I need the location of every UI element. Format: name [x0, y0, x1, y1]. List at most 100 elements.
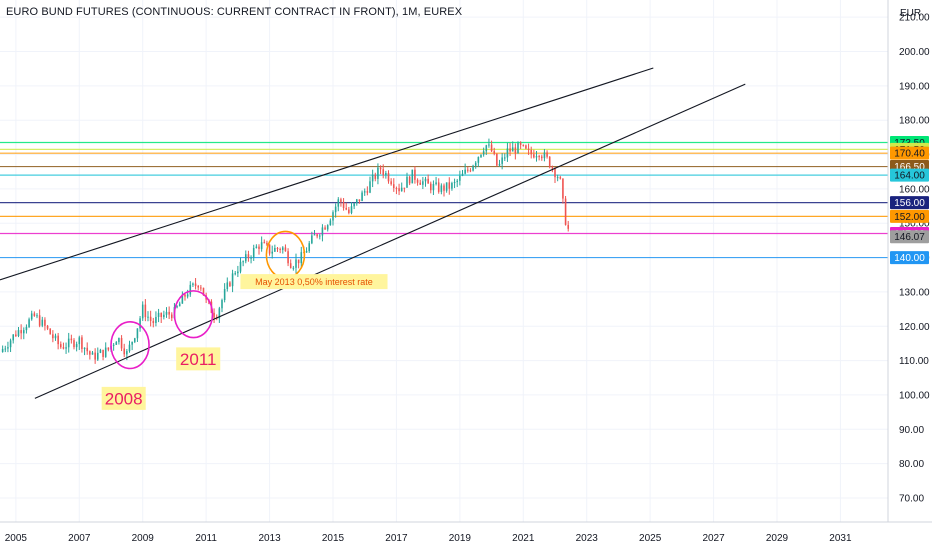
- candle: [155, 316, 157, 323]
- x-tick-label: 2005: [5, 533, 28, 544]
- candle: [147, 316, 149, 318]
- x-tick-label: 2025: [639, 533, 662, 544]
- candle: [400, 187, 403, 192]
- candle: [263, 242, 266, 244]
- candle: [535, 156, 538, 158]
- candle: [118, 338, 120, 343]
- candle: [152, 320, 155, 323]
- candle: [62, 347, 65, 349]
- candle: [390, 181, 392, 185]
- candle: [469, 170, 472, 172]
- candle: [501, 157, 503, 164]
- candle: [231, 273, 234, 287]
- chart-title: EURO BUND FUTURES (CONTINUOUS: CURRENT C…: [6, 6, 463, 18]
- candle: [509, 148, 511, 152]
- highlight-circle: [110, 320, 150, 370]
- candle: [165, 311, 168, 315]
- price-tag[interactable]: [890, 168, 929, 182]
- candle: [548, 156, 551, 168]
- candle: [332, 212, 334, 221]
- candle: [292, 267, 295, 269]
- candle: [25, 326, 28, 331]
- candle: [308, 243, 311, 252]
- highlight-circle: [173, 290, 214, 339]
- price-tag-label: 156.00: [894, 198, 925, 209]
- price-tag[interactable]: [890, 209, 929, 223]
- x-tick-label: 2023: [576, 533, 599, 544]
- candle: [12, 334, 15, 341]
- annotation-label: May 2013 0,50% interest rate: [255, 277, 373, 287]
- candle: [556, 177, 559, 179]
- price-tag-label: 152.00: [894, 212, 925, 223]
- candle: [128, 344, 131, 352]
- candle: [435, 182, 437, 185]
- candle: [46, 325, 49, 329]
- candle: [260, 242, 263, 249]
- candle: [197, 285, 200, 288]
- candle: [480, 154, 482, 158]
- price-tag-label: 166.50: [894, 162, 925, 173]
- candle: [123, 348, 126, 355]
- candle: [255, 246, 258, 249]
- candle: [160, 312, 163, 317]
- candle: [218, 308, 221, 319]
- price-tag[interactable]: [890, 251, 929, 265]
- candle: [466, 169, 469, 171]
- candle: [313, 234, 316, 236]
- candle: [271, 251, 274, 254]
- annotation-label: 2008: [105, 389, 143, 408]
- annotation-label-bg: [240, 274, 388, 290]
- candle: [342, 201, 345, 208]
- candle: [382, 169, 385, 175]
- x-tick-label: 2013: [258, 533, 281, 544]
- candle: [416, 179, 419, 183]
- x-tick-label: 2017: [385, 533, 408, 544]
- candle: [115, 342, 118, 345]
- price-tag-label: 146.07: [894, 232, 925, 243]
- price-tag[interactable]: [890, 230, 929, 244]
- candle: [538, 156, 540, 158]
- candle: [266, 242, 268, 245]
- x-tick-label: 2009: [132, 533, 155, 544]
- candle: [350, 206, 353, 213]
- candle: [234, 273, 237, 275]
- candle: [141, 304, 144, 319]
- candle: [562, 178, 564, 199]
- price-tag[interactable]: [890, 196, 929, 210]
- currency-label[interactable]: EUR: [900, 8, 922, 19]
- price-axis-bg: [888, 0, 932, 550]
- candle: [136, 328, 139, 339]
- candle: [422, 181, 424, 185]
- candle: [451, 183, 453, 189]
- candle: [184, 294, 186, 297]
- candle: [540, 156, 543, 159]
- price-tag[interactable]: [890, 146, 929, 160]
- candle: [348, 209, 350, 213]
- candle: [398, 188, 400, 192]
- candle: [30, 313, 33, 320]
- candle: [419, 182, 422, 185]
- candle: [477, 157, 480, 163]
- x-tick-label: 2019: [449, 533, 472, 544]
- candle: [54, 335, 57, 339]
- candle: [213, 312, 215, 318]
- candle: [86, 347, 89, 352]
- candle: [546, 152, 548, 157]
- annotation-label-bg: [176, 347, 221, 371]
- candle: [345, 207, 348, 210]
- candle: [318, 235, 321, 237]
- candle: [33, 313, 36, 316]
- candle: [163, 314, 165, 317]
- candle: [295, 259, 297, 268]
- candle: [363, 191, 366, 193]
- candle: [554, 168, 556, 178]
- y-tick-label: 130.00: [899, 287, 930, 298]
- candle: [247, 254, 250, 259]
- candle: [493, 151, 496, 154]
- candle: [186, 294, 189, 297]
- candle: [258, 246, 260, 249]
- annotation-label-bg: [101, 386, 146, 410]
- y-tick-label: 90.00: [899, 425, 924, 436]
